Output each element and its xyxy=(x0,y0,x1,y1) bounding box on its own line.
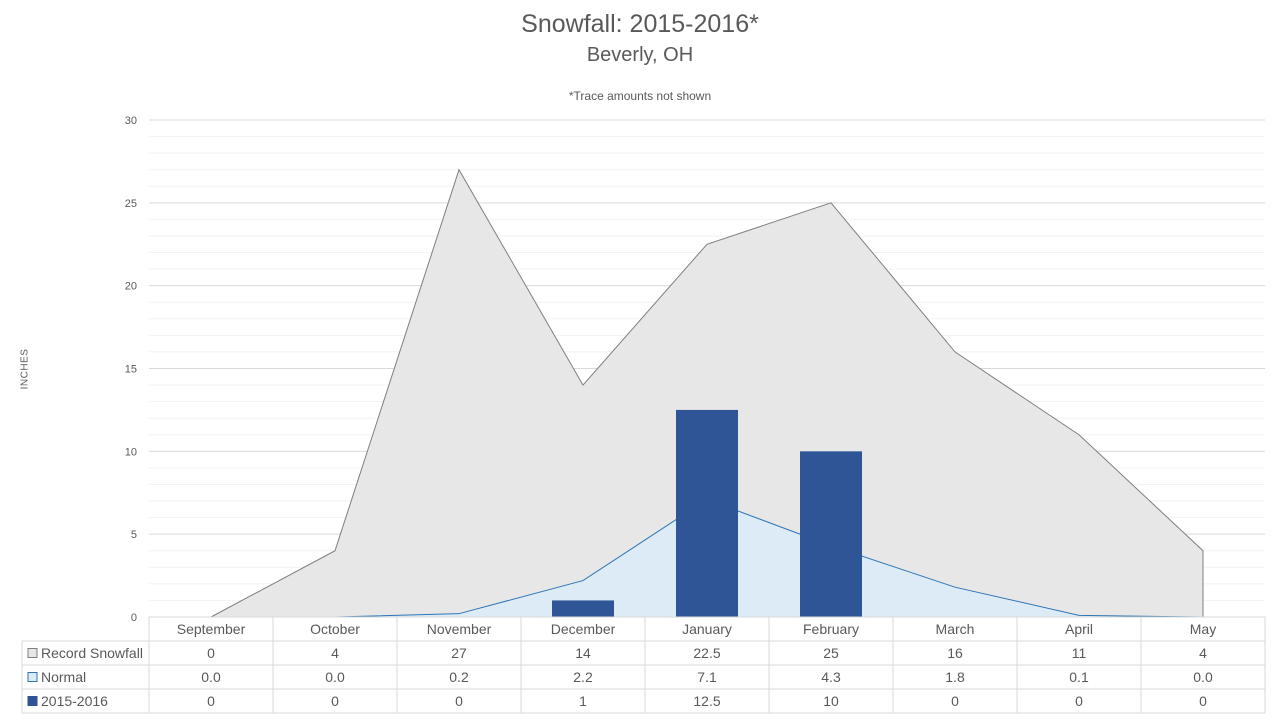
data-table-value: 4 xyxy=(1199,645,1207,661)
y-tick-label: 10 xyxy=(125,446,137,458)
category-label: October xyxy=(310,621,360,637)
y-tick-label: 20 xyxy=(125,281,137,293)
legend-swatch xyxy=(27,648,38,658)
data-table-value: 12.5 xyxy=(693,693,720,709)
category-label: November xyxy=(427,621,492,637)
data-table-value: 1.8 xyxy=(945,669,965,685)
data-table-value: 4 xyxy=(331,645,339,661)
category-label: February xyxy=(803,621,859,637)
data-table-value: 25 xyxy=(823,645,839,661)
data-table-value: 0 xyxy=(207,645,215,661)
chart-note: *Trace amounts not shown xyxy=(568,89,712,103)
data-table-value: 0.1 xyxy=(1069,669,1089,685)
y-tick-label: 15 xyxy=(125,364,137,376)
data-table-value: 1 xyxy=(579,693,587,709)
legend-entry: 2015-2016 xyxy=(41,693,108,709)
data-table-value: 22.5 xyxy=(693,645,720,661)
data-table-value: 11 xyxy=(1072,645,1087,661)
y-tick-label: 30 xyxy=(125,115,137,127)
category-label: March xyxy=(936,621,975,637)
data-table-value: 16 xyxy=(947,645,963,661)
bar xyxy=(552,600,614,617)
chart-title: Snowfall: 2015-2016* xyxy=(521,10,759,38)
data-table-value: 0.0 xyxy=(201,669,221,685)
data-table-value: 0 xyxy=(1075,693,1083,709)
data-table-value: 0 xyxy=(331,693,339,709)
legend-swatch xyxy=(27,672,38,682)
data-table-value: 0 xyxy=(455,693,463,709)
data-table-value: 0 xyxy=(951,693,959,709)
data-table-value: 27 xyxy=(451,645,467,661)
data-table-value: 0.2 xyxy=(449,669,469,685)
category-label: January xyxy=(682,621,732,637)
data-table-value: 14 xyxy=(575,645,591,661)
data-table-value: 0 xyxy=(1199,693,1207,709)
data-table-value: 10 xyxy=(823,693,839,709)
category-label: April xyxy=(1065,621,1093,637)
bar xyxy=(676,409,738,617)
area-fill-record-snowfall xyxy=(211,169,1203,617)
chart-subtitle: Beverly, OH xyxy=(586,44,694,66)
y-tick-label: 5 xyxy=(131,529,137,541)
data-table-value: 0.0 xyxy=(325,669,345,685)
category-label: September xyxy=(177,621,246,637)
legend-entry: Record Snowfall xyxy=(41,645,143,661)
area-line-record-snowfall xyxy=(210,168,1204,618)
category-label: May xyxy=(1190,621,1216,637)
data-table-value: 4.3 xyxy=(821,669,841,685)
data-table-value: 2.2 xyxy=(573,669,593,685)
bar xyxy=(800,451,862,617)
data-table-value: 7.1 xyxy=(697,669,717,685)
y-tick-label: 25 xyxy=(125,198,137,210)
category-label: December xyxy=(551,621,616,637)
data-table-value: 0 xyxy=(207,693,215,709)
data-table-value: 0.0 xyxy=(1193,669,1213,685)
legend-entry: Normal xyxy=(41,669,86,685)
y-tick-label: 0 xyxy=(131,612,137,624)
legend-swatch xyxy=(27,696,38,706)
